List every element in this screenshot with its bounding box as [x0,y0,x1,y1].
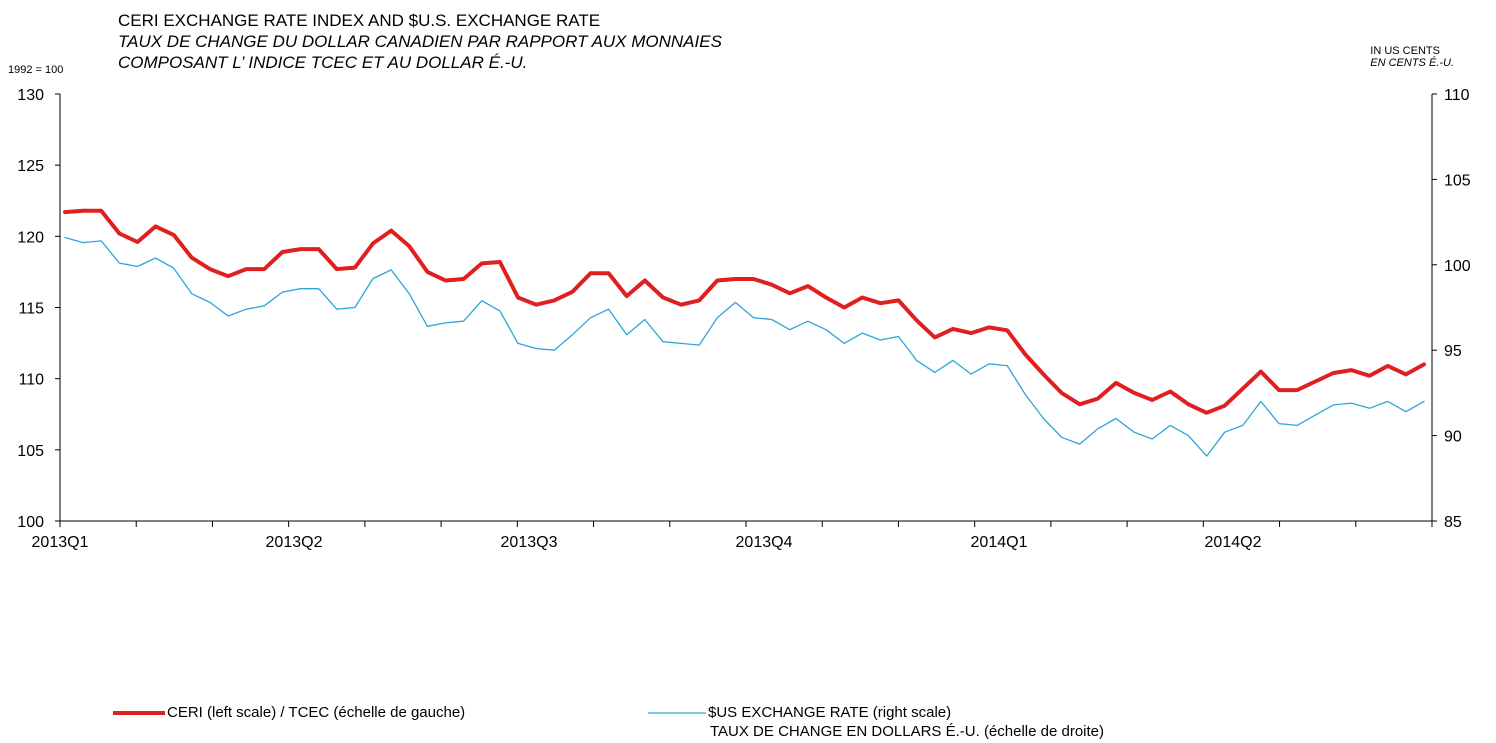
x-tick-label: 2013Q2 [266,534,323,551]
y-left-tick-label: 130 [17,87,44,104]
x-tick-label: 2014Q1 [971,534,1028,551]
y-left-tick-label: 105 [17,443,44,460]
y-left-tick-label: 110 [18,372,44,389]
x-tick-label: 2013Q4 [736,534,793,551]
legend-label-usd-fr: TAUX DE CHANGE EN DOLLARS É.-U. (échelle… [710,723,1105,740]
x-tick-label: 2014Q2 [1205,534,1262,551]
legend-item-ceri: CERI (left scale) / TCEC (échelle de gau… [113,703,465,722]
chart-series [63,208,1426,457]
series-line-usd [64,236,1425,457]
x-tick-label: 2013Q3 [501,534,558,551]
chart-title: CERI EXCHANGE RATE INDEX AND $U.S. EXCHA… [118,11,601,30]
chart-title-block: CERI EXCHANGE RATE INDEX AND $U.S. EXCHA… [118,10,722,73]
chart-subtitle-line2: COMPOSANT L’ INDICE TCEC ET AU DOLLAR É.… [118,53,528,72]
y-right-tick-label: 85 [1444,514,1462,531]
y-right-tick-label: 90 [1444,429,1462,446]
x-tick-label: 2013Q1 [32,534,89,551]
legend-label-usd: $US EXCHANGE RATE (right scale) [708,704,952,721]
y-left-tick-label: 125 [17,158,44,175]
right-axis-unit-fr: EN CENTS É.-U. [1370,57,1454,69]
chart-subtitle-line1: TAUX DE CHANGE DU DOLLAR CANADIEN PAR RA… [118,32,722,51]
right-axis-unit-block: IN US CENTS EN CENTS É.-U. [1370,45,1454,69]
chart-axes: 100 105 110 115 120 125 130 85 90 95 100 105 110 2013… [17,87,1471,551]
legend-label-ceri: CERI (left scale) / TCEC (échelle de gau… [167,704,466,721]
series-line-ceri [63,208,1426,415]
left-axis-unit: 1992 = 100 [8,64,64,76]
y-right-tick-label: 110 [1444,87,1470,104]
y-right-tick-label: 100 [1444,258,1471,275]
y-right-tick-label: 105 [1444,172,1471,189]
right-axis-unit: IN US CENTS [1370,45,1440,57]
legend-item-usd: $US EXCHANGE RATE (right scale) TAUX DE … [648,703,1104,741]
y-left-tick-label: 100 [17,514,44,531]
legend-swatch-ceri [113,711,165,716]
y-left-tick-label: 120 [17,229,44,246]
y-right-tick-label: 95 [1444,343,1462,360]
legend-swatch-usd [648,712,706,714]
y-left-tick-label: 115 [18,301,44,318]
